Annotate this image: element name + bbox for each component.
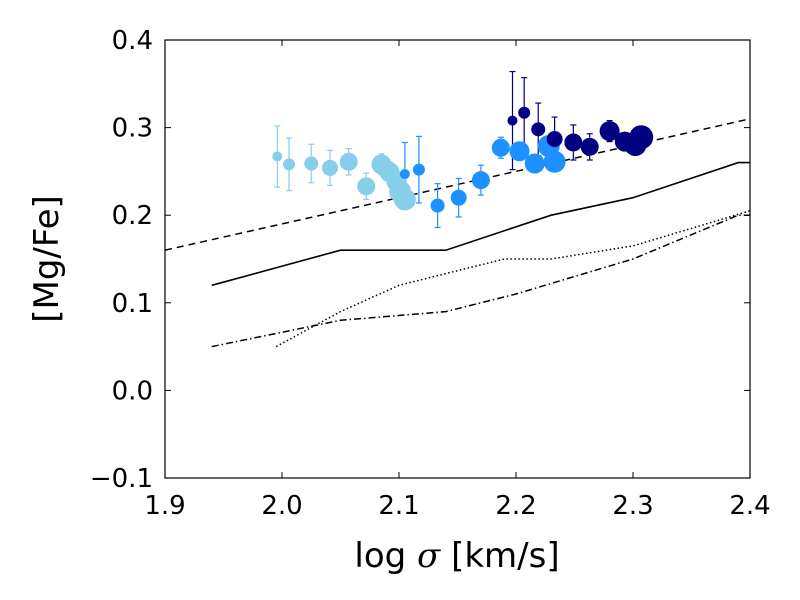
dodger-blue-bins-point [524,153,545,174]
light-blue-bins-point [304,156,319,171]
x-axis-label-symbol: σ [417,536,441,576]
light-blue-bins-point [393,188,416,211]
navy-bins-point [518,106,531,119]
light-blue-bins-point [283,158,296,171]
dodger-blue-bins-point [471,171,490,190]
dodger-blue-bins-point [543,150,566,173]
navy-bins-point [580,137,599,156]
y-tick-label: 0.2 [112,201,153,231]
solid-relation-line [211,161,750,287]
dodger-blue-bins-point [509,141,530,162]
y-axis-label: [Mg/Fe] [27,195,67,323]
x-tick-label: 2.3 [612,491,653,521]
navy-bins-point [599,121,620,142]
light-blue-bins-point [357,177,376,196]
data-points [272,106,654,213]
y-tick-label: 0.1 [112,289,153,319]
light-blue-bins-point [272,151,283,162]
navy-bins-point [531,122,546,137]
dodger-blue-bins-point [491,138,510,157]
x-tick-label: 2.0 [261,491,302,521]
x-axis-label: log σ [km/s] [354,536,559,576]
y-tick-label: 0.3 [112,114,153,144]
dodger-blue-bins-point [399,169,410,180]
dodger-blue-bins-point [450,189,467,206]
axis-ticks: 1.9 2.0 2.1 2.2 2.3 2.4 −0.1 0.0 0.1 0.2 0.3 0.4 [90,26,771,521]
dashdot-relation-line [211,214,750,348]
x-tick-label: 2.2 [495,491,536,521]
dodger-blue-bins-point [412,163,425,176]
x-tick-label: 2.1 [378,491,419,521]
x-tick-label: 1.9 [144,491,185,521]
x-axis-label-prefix: log [354,536,417,576]
dodger-blue-bins-point [430,198,445,213]
y-tick-label: −0.1 [90,464,153,494]
navy-bins-point [507,115,518,126]
x-axis-label-suffix: [km/s] [440,536,559,576]
x-tick-label: 2.4 [729,491,770,521]
light-blue-bins-point [321,159,338,176]
navy-bins-point [564,133,583,152]
model-lines [164,118,751,348]
navy-bins-point [629,125,654,150]
dashed-relation-line [164,118,751,251]
plot-frame [164,39,751,479]
y-tick-label: 0.0 [112,376,153,406]
navy-bins-point [546,130,563,147]
y-tick-label: 0.4 [112,26,153,56]
light-blue-bins-point [339,152,358,171]
plot-background [165,40,750,478]
dotted-relation-line [275,210,751,348]
